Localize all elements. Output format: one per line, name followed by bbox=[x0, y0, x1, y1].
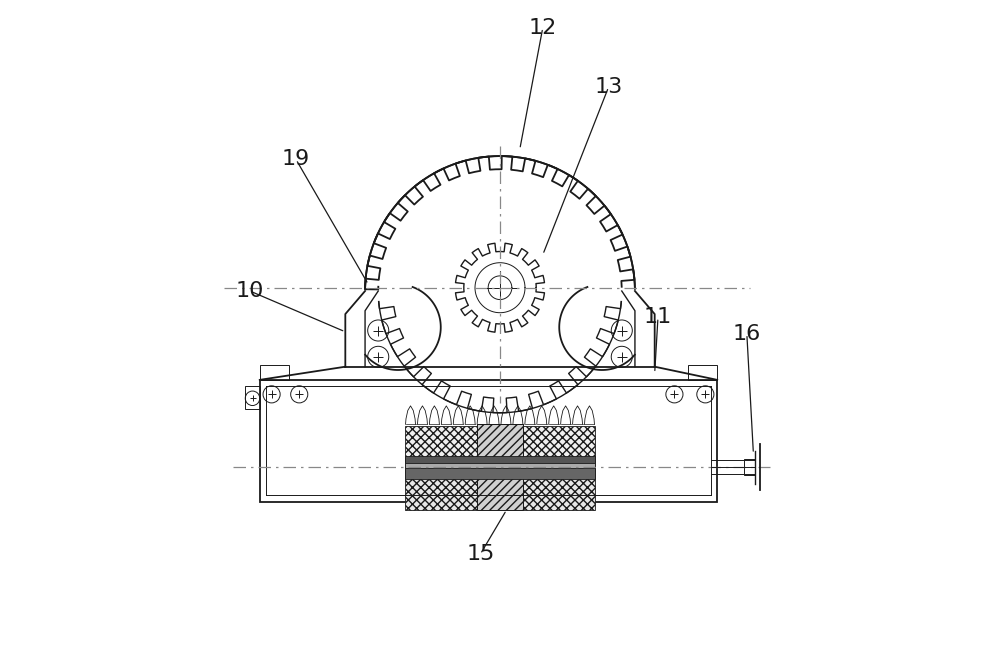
Bar bbox=[405, 463, 595, 469]
Text: 16: 16 bbox=[733, 324, 761, 344]
Text: 19: 19 bbox=[282, 149, 310, 169]
Bar bbox=[523, 426, 595, 469]
Text: 10: 10 bbox=[236, 281, 264, 301]
Bar bbox=[405, 456, 595, 464]
Bar bbox=[405, 467, 595, 479]
Text: 11: 11 bbox=[644, 307, 672, 327]
Bar bbox=[260, 380, 717, 502]
Bar bbox=[688, 366, 717, 380]
Text: 12: 12 bbox=[529, 18, 557, 38]
Bar bbox=[744, 459, 755, 475]
Bar bbox=[523, 465, 595, 510]
Text: 15: 15 bbox=[466, 544, 494, 564]
Bar bbox=[245, 387, 260, 409]
Bar bbox=[260, 366, 289, 380]
Bar bbox=[405, 465, 477, 510]
Text: 13: 13 bbox=[594, 77, 623, 97]
Bar bbox=[405, 426, 477, 469]
Bar bbox=[477, 424, 523, 510]
